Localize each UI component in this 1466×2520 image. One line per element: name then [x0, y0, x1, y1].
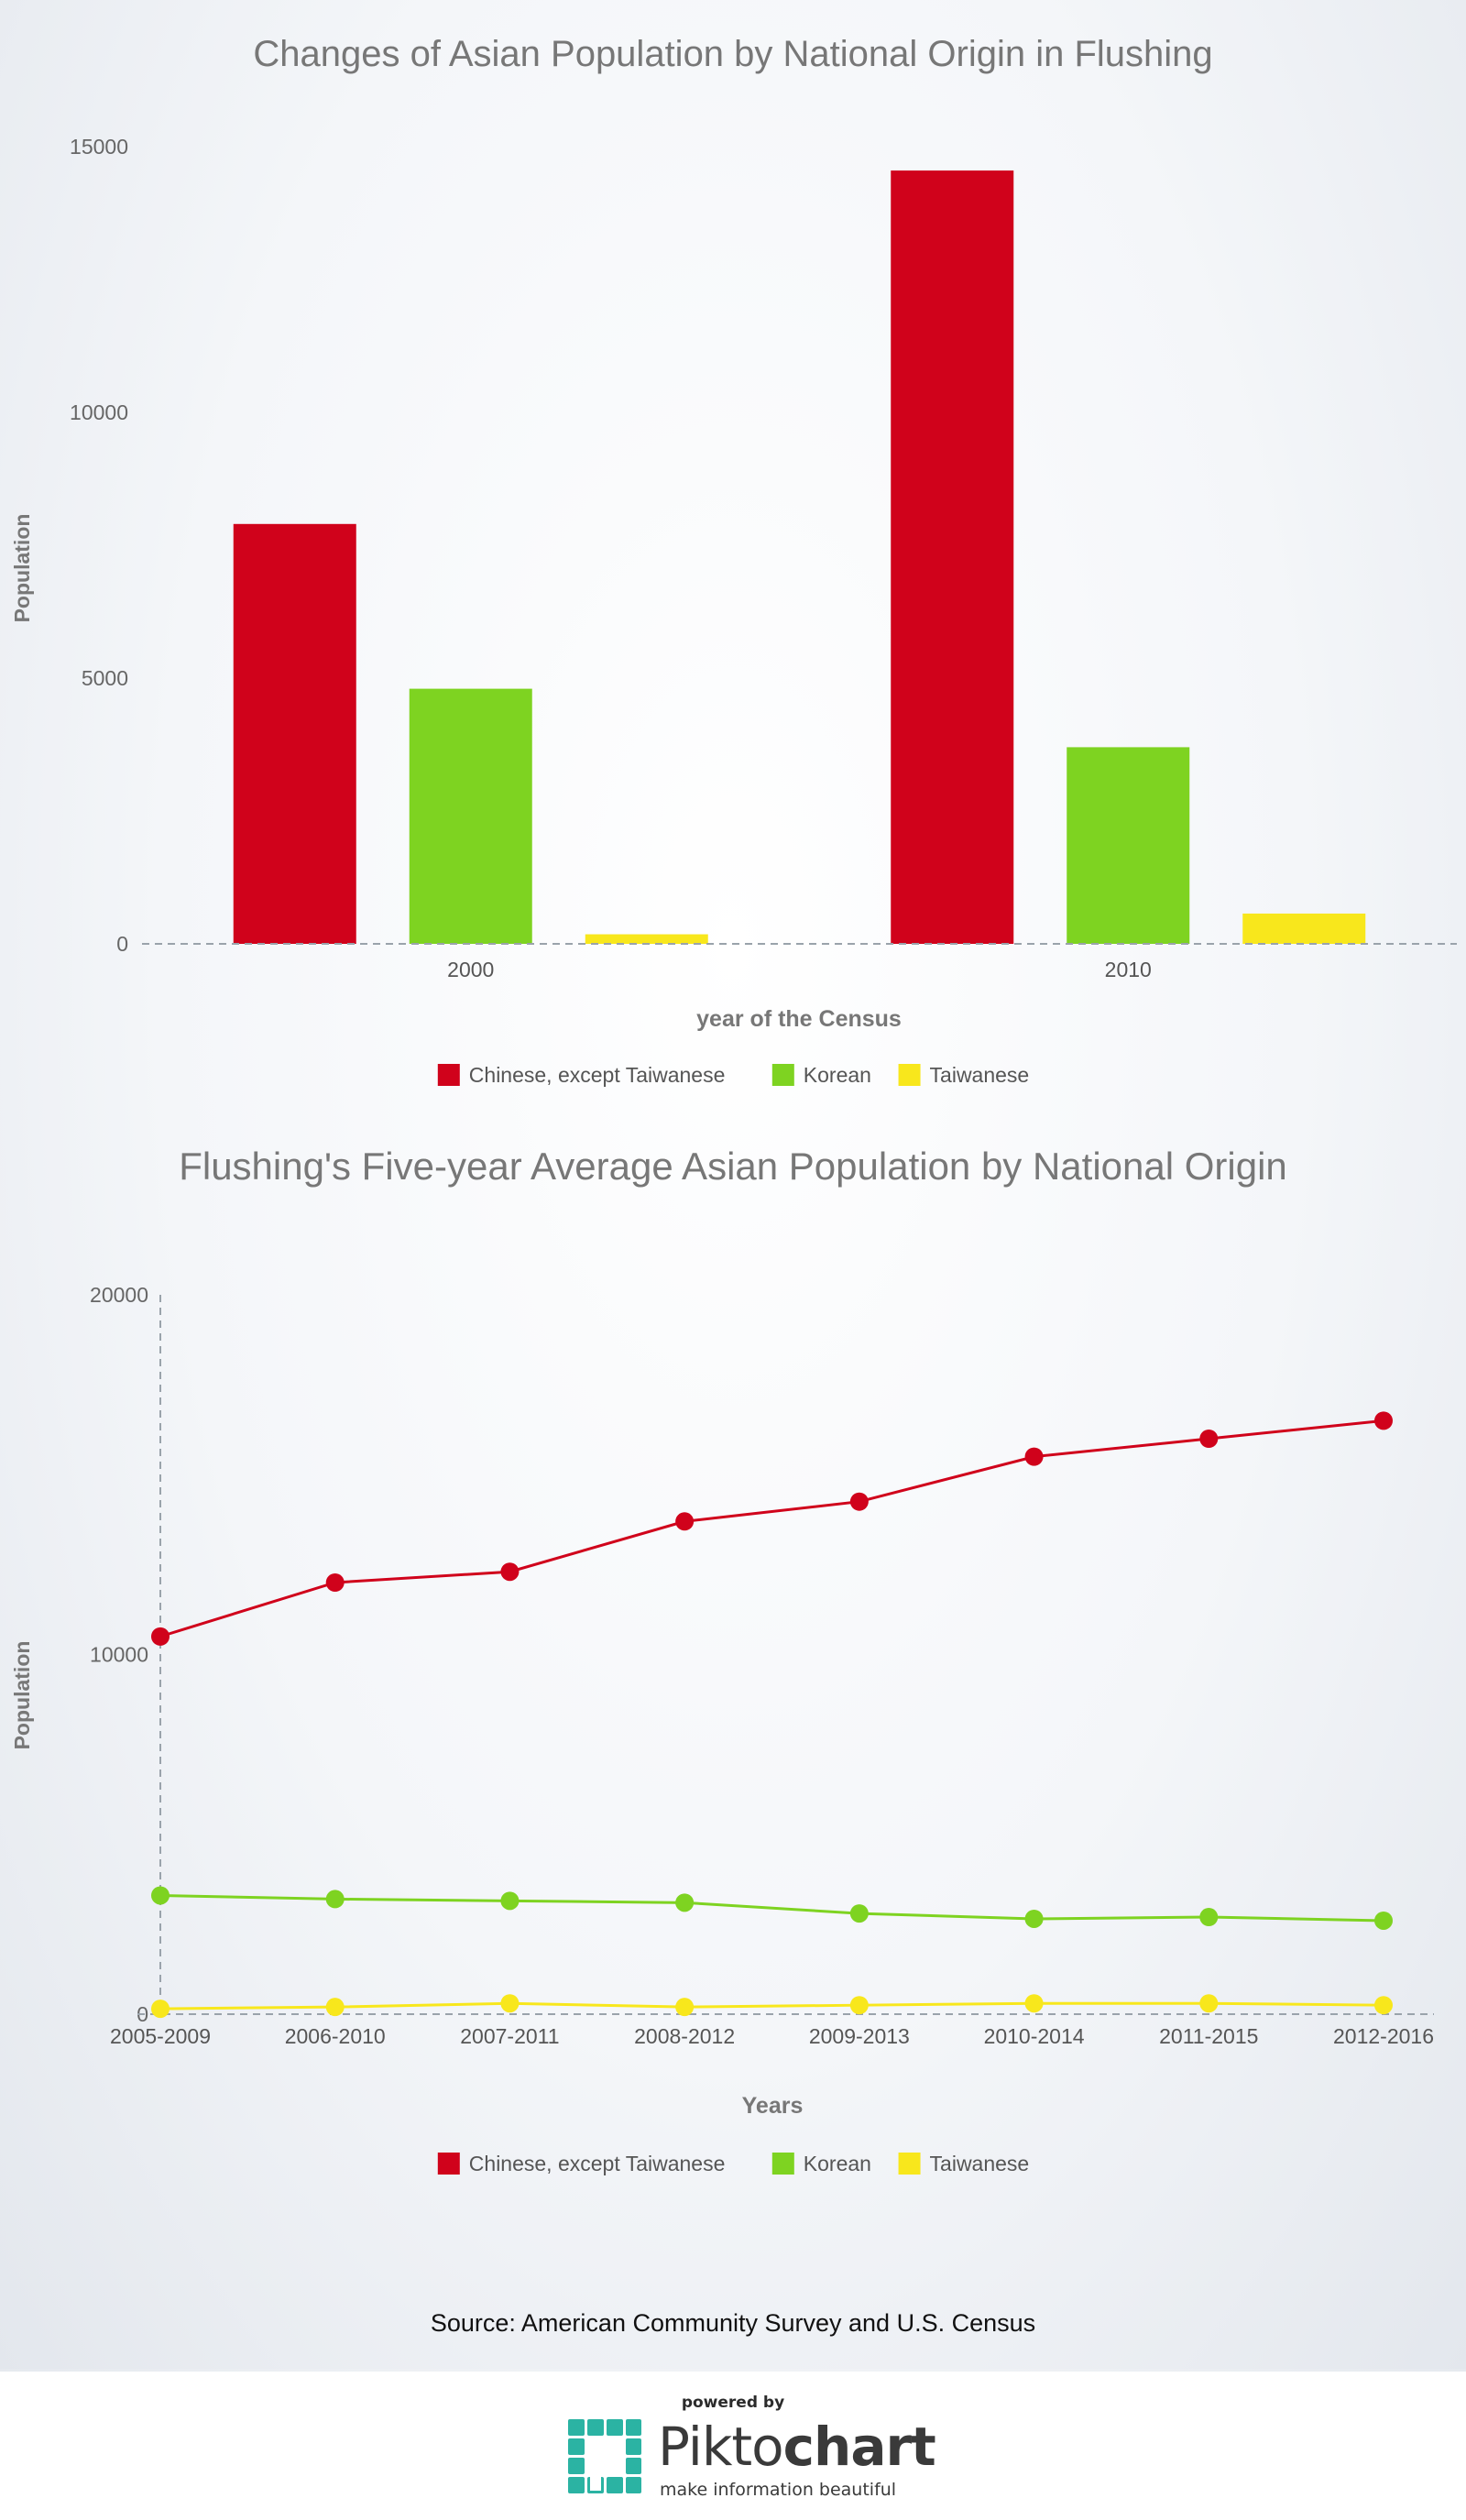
logo-wordmark: Piktochart — [658, 2416, 936, 2478]
line-x-tick-label-4: 2009-2013 — [809, 2024, 910, 2048]
footer: powered by Piktochart make — [0, 2372, 1466, 2520]
bar-2000-0 — [233, 523, 356, 944]
line-series-1 — [159, 1893, 1384, 1923]
bar-2000-2 — [585, 934, 708, 944]
line-x-tick-label-1: 2006-2010 — [285, 2024, 386, 2048]
powered-by-label: powered by — [681, 2394, 785, 2412]
bar-x-axis-label: year of the Census — [696, 1006, 902, 1032]
bar-chart-title: Changes of Asian Population by National … — [253, 34, 1212, 74]
line-point-0-1 — [325, 1573, 345, 1592]
bar-y-tick-label-0: 0 — [116, 932, 128, 956]
line-point-1-2 — [500, 1891, 520, 1911]
line-chart-title: Flushing's Five-year Average Asian Popul… — [179, 1145, 1287, 1188]
line-y-axis-label: Population — [10, 1641, 34, 1750]
line-point-2-2 — [500, 1994, 520, 2013]
line-legend-swatch-2 — [898, 2153, 921, 2175]
bar-legend-label-1: Korean — [804, 1063, 871, 1087]
line-point-2-1 — [325, 1998, 345, 2017]
line-y-tick-label-2: 20000 — [90, 1283, 148, 1307]
logo-tagline: make information beautiful — [660, 2480, 897, 2500]
logo-wordmark-light: Pikto — [658, 2416, 784, 2478]
bar-legend-swatch-0 — [437, 1064, 460, 1086]
line-point-1-3 — [675, 1893, 695, 1912]
line-x-tick-label-5: 2010-2014 — [984, 2024, 1085, 2048]
line-point-0-2 — [500, 1562, 520, 1582]
line-point-1-4 — [849, 1904, 869, 1923]
source-note: Source: American Community Survey and U.… — [430, 2309, 1036, 2337]
bar-legend-swatch-1 — [771, 1064, 794, 1086]
line-point-2-3 — [675, 1998, 695, 2017]
line-point-1-1 — [325, 1890, 345, 1909]
line-legend-label-2: Taiwanese — [930, 2152, 1030, 2175]
bar-legend-swatch-2 — [898, 1064, 921, 1086]
line-legend-label-1: Korean — [804, 2152, 871, 2175]
line-x-axis-label: Years — [742, 2093, 804, 2119]
line-point-1-0 — [151, 1886, 170, 1905]
line-x-tick-label-3: 2008-2012 — [634, 2024, 735, 2048]
bar-y-tick-label-2: 10000 — [70, 400, 128, 424]
bar-x-tick-label-0: 2000 — [447, 958, 494, 981]
line-series-0 — [159, 1419, 1384, 1638]
line-point-0-7 — [1374, 1411, 1393, 1430]
line-x-tick-label-2: 2007-2011 — [460, 2024, 559, 2048]
line-point-0-3 — [675, 1512, 695, 1531]
line-point-2-4 — [849, 1996, 869, 2015]
bar-2000-1 — [409, 688, 532, 944]
line-x-tick-label-7: 2012-2016 — [1333, 2024, 1434, 2048]
line-point-2-0 — [151, 2000, 170, 2019]
piktochart-logo[interactable]: Piktochart make information beautiful — [568, 2416, 936, 2504]
line-point-1-6 — [1199, 1908, 1219, 1927]
line-point-2-7 — [1374, 1996, 1393, 2015]
bar-2010-0 — [891, 170, 1014, 945]
line-point-0-6 — [1199, 1430, 1219, 1448]
bar-y-axis-label: Population — [10, 514, 34, 623]
line-point-0-5 — [1024, 1447, 1044, 1466]
bar-2010-1 — [1067, 747, 1190, 944]
bar-x-tick-label-1: 2010 — [1105, 958, 1152, 981]
line-chart: Flushing's Five-year Average Asian Popul… — [10, 1145, 1434, 2175]
line-series-2 — [159, 2001, 1384, 2011]
line-point-0-4 — [849, 1492, 869, 1511]
line-legend-swatch-0 — [437, 2153, 460, 2175]
line-point-1-5 — [1024, 1909, 1044, 1928]
bar-legend-label-2: Taiwanese — [930, 1063, 1030, 1087]
bar-y-tick-label-3: 15000 — [70, 135, 128, 159]
bar-2010-2 — [1242, 913, 1366, 944]
bar-legend-label-0: Chinese, except Taiwanese — [469, 1063, 726, 1087]
line-point-2-6 — [1199, 1994, 1219, 2013]
line-point-2-5 — [1024, 1994, 1044, 2013]
page-background — [0, 0, 1466, 2369]
line-y-tick-label-1: 10000 — [90, 1643, 148, 1667]
line-legend-label-0: Chinese, except Taiwanese — [469, 2152, 726, 2175]
line-point-0-0 — [151, 1627, 170, 1646]
line-x-tick-label-0: 2005-2009 — [110, 2024, 211, 2048]
piktochart-logo-icon — [568, 2419, 641, 2493]
bar-chart: Changes of Asian Population by National … — [10, 34, 1457, 1087]
logo-wordmark-bold: chart — [782, 2416, 936, 2478]
line-legend-swatch-1 — [771, 2153, 794, 2175]
line-point-1-7 — [1374, 1911, 1393, 1930]
line-x-tick-label-6: 2011-2015 — [1159, 2024, 1258, 2048]
bar-y-tick-label-1: 5000 — [82, 666, 128, 690]
